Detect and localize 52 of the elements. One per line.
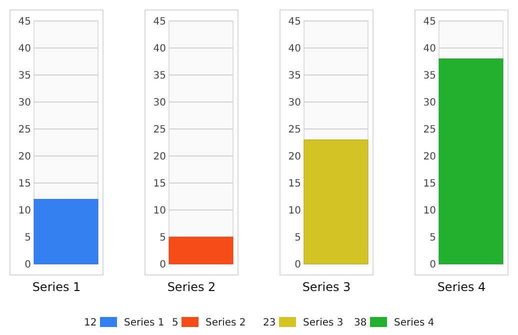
y-tick-label: 10 — [288, 206, 301, 216]
text: Series 3 — [303, 318, 344, 328]
y-tick-label: 40 — [153, 44, 166, 54]
y-tick-label: 20 — [423, 152, 436, 162]
y-tick-label: 15 — [153, 178, 166, 190]
legend-label: Series 2 — [206, 318, 246, 328]
y-tick-label: 25 — [288, 124, 301, 136]
y-tick-label: 15 — [18, 178, 31, 190]
legend-label: Series 1 — [124, 318, 164, 328]
y-tick-label: 35 — [18, 70, 31, 82]
y-tick-label: 30 — [18, 98, 31, 108]
x-axis-title: Series 2 — [167, 280, 216, 294]
y-tick-label: 30 — [153, 98, 166, 108]
y-tick-label: 10 — [153, 206, 166, 216]
y-tick-label: 0 — [160, 260, 166, 270]
y-tick-label: 20 — [18, 152, 31, 162]
x-axis-title: Series 4 — [437, 280, 486, 294]
y-tick-label: 25 — [423, 124, 436, 136]
text: Series 4 — [394, 318, 434, 328]
y-tick-label: 25 — [153, 124, 166, 136]
x-axis-title: Series 3 — [302, 280, 351, 294]
text: 38 — [354, 318, 367, 328]
y-tick-label: 5 — [430, 232, 436, 244]
text: 5 — [172, 318, 178, 328]
y-tick-label: 5 — [24, 232, 31, 244]
y-tick-label: 40 — [18, 44, 31, 54]
text: 12 — [84, 318, 97, 328]
y-tick-label: 35 — [423, 70, 436, 82]
y-tick-label: 45 — [288, 16, 301, 28]
y-tick-label: 40 — [423, 44, 436, 54]
y-tick-label: 45 — [423, 16, 436, 28]
y-tick-label: 20 — [288, 152, 301, 162]
y-tick-label: 15 — [423, 178, 436, 190]
y-tick-label: 35 — [288, 70, 301, 82]
y-tick-label: 45 — [18, 16, 31, 28]
y-tick-label: 10 — [423, 206, 436, 216]
y-tick-label: 30 — [423, 98, 436, 108]
y-tick-label: 0 — [294, 260, 301, 270]
y-tick-label: 20 — [153, 152, 166, 162]
y-tick-label: 0 — [24, 260, 31, 270]
y-tick-label: 30 — [288, 98, 301, 108]
y-tick-label: 0 — [430, 260, 436, 270]
y-tick-label: 45 — [153, 16, 166, 28]
text: 23 — [263, 318, 276, 328]
x-axis-title: Series 1 — [32, 280, 81, 294]
y-tick-label: 25 — [18, 124, 31, 136]
y-tick-label: 10 — [18, 206, 31, 216]
y-tick-label: 40 — [288, 44, 301, 54]
y-tick-label: 35 — [153, 70, 166, 82]
y-tick-label: 5 — [294, 232, 301, 244]
y-tick-label: 5 — [160, 232, 166, 244]
y-tick-label: 15 — [288, 178, 301, 190]
